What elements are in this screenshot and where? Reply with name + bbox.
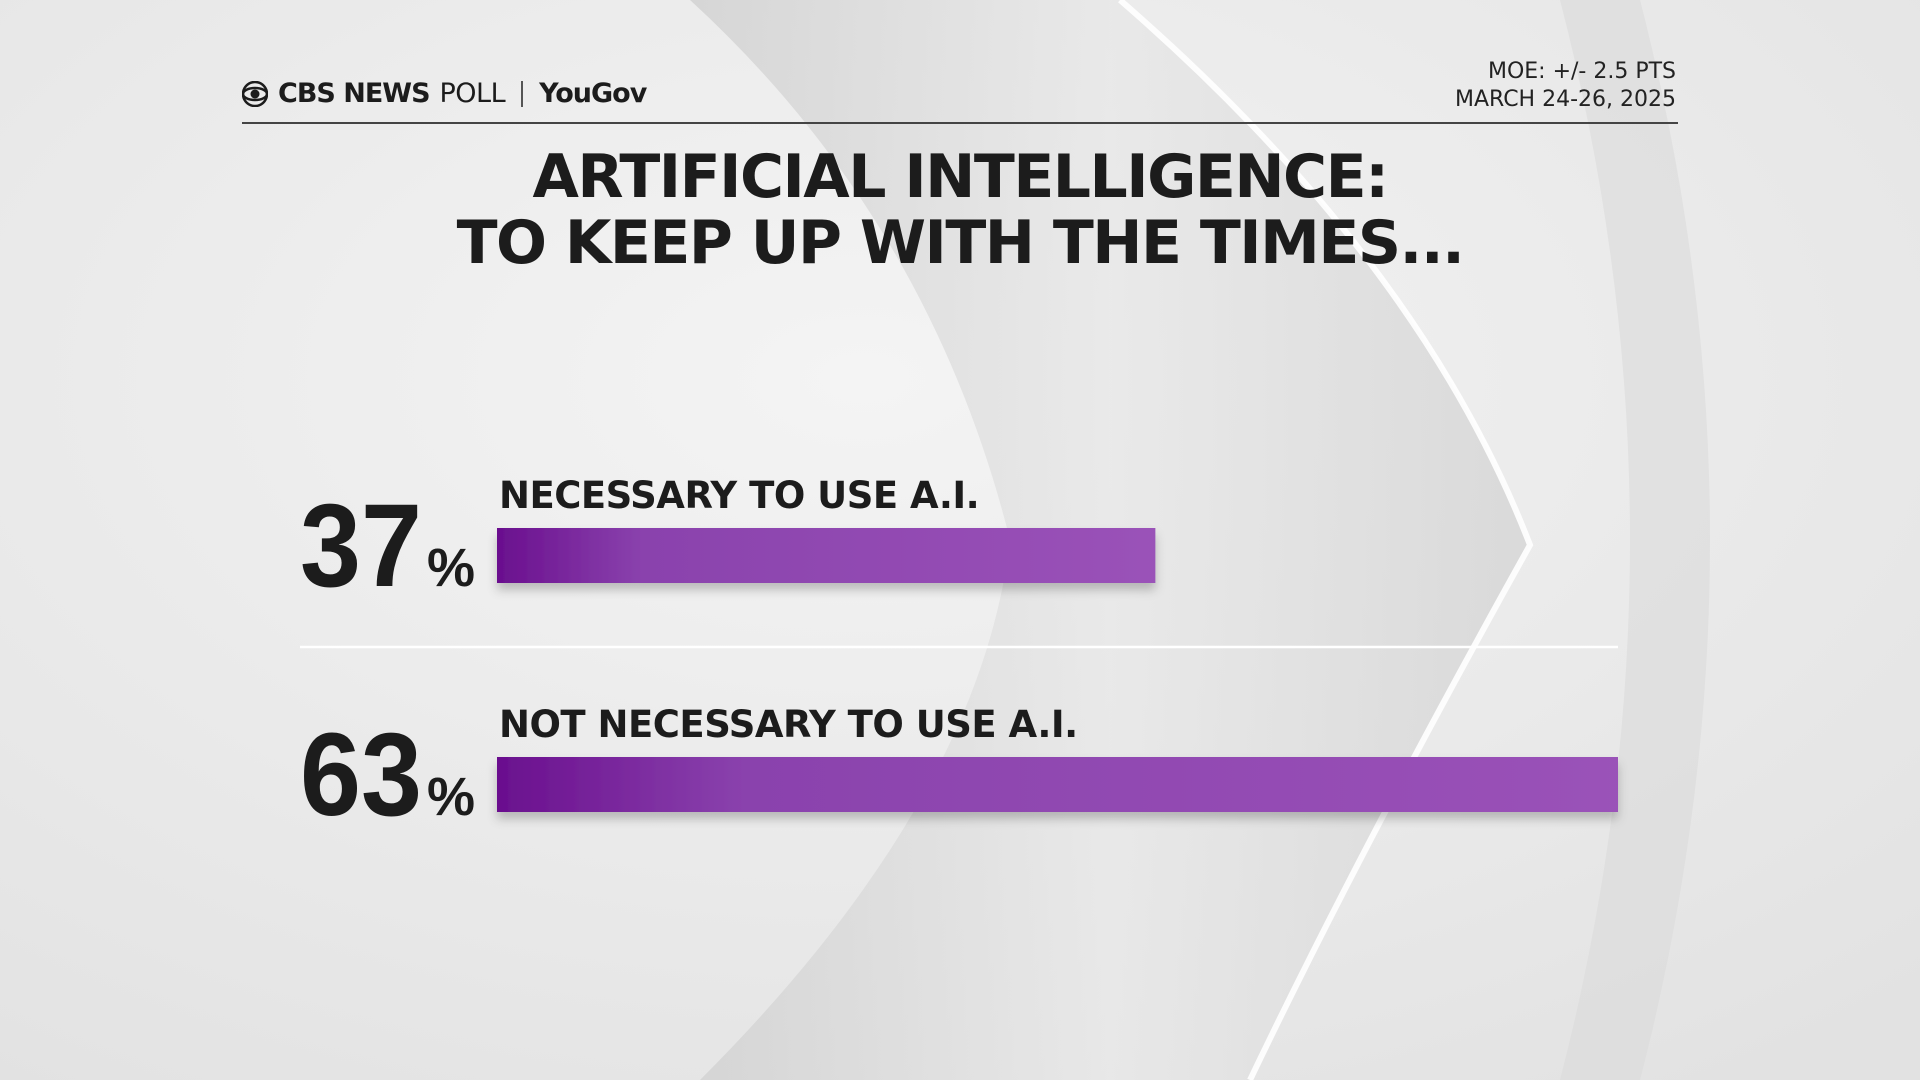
bar bbox=[497, 757, 1618, 812]
brand-poll: POLL bbox=[439, 78, 506, 109]
category-label: NOT NECESSARY TO USE A.I. bbox=[499, 703, 1078, 746]
header-divider bbox=[242, 122, 1678, 124]
title-line-1: ARTIFICIAL INTELLIGENCE: bbox=[532, 142, 1389, 212]
poll-meta: MOE: +/- 2.5 PTS MARCH 24-26, 2025 bbox=[1455, 58, 1676, 114]
category-label: NECESSARY TO USE A.I. bbox=[499, 474, 979, 517]
cbs-eye-icon bbox=[242, 80, 268, 107]
bar-row: NOT NECESSARY TO USE A.I. 63% bbox=[300, 703, 1618, 841]
percent-sign: % bbox=[427, 538, 475, 598]
value-label: 37 bbox=[300, 480, 422, 612]
poll-dates: MARCH 24-26, 2025 bbox=[1454, 87, 1676, 112]
bar-row: NECESSARY TO USE A.I. 37% bbox=[300, 474, 1156, 612]
brand-cbs-news: CBS NEWS bbox=[278, 78, 431, 109]
bar bbox=[497, 528, 1156, 583]
value-label: 63 bbox=[300, 709, 422, 841]
brand-yougov: YouGov bbox=[539, 78, 647, 109]
chart-title: ARTIFICIAL INTELLIGENCE: TO KEEP UP WITH… bbox=[0, 144, 1920, 276]
margin-of-error: MOE: +/- 2.5 PTS bbox=[1487, 59, 1676, 84]
percent-sign: % bbox=[427, 767, 475, 827]
title-line-2: TO KEEP UP WITH THE TIMES... bbox=[456, 208, 1465, 278]
poll-branding: CBS NEWS POLL YouGov bbox=[242, 78, 647, 109]
brand-divider bbox=[521, 80, 524, 107]
